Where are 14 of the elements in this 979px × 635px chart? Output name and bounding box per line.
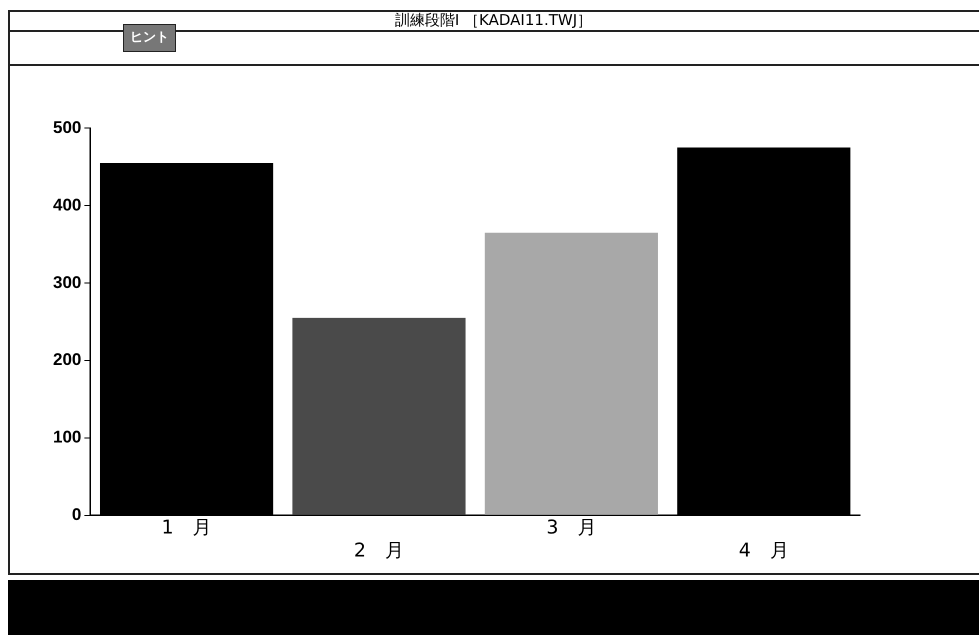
y-tick-label: 100 [52, 428, 82, 447]
y-tick-label: 200 [52, 350, 82, 370]
y-tick-label: 0 [72, 505, 82, 524]
y-tick-label: 300 [52, 272, 82, 292]
x-tick-label: 2 月 [354, 540, 404, 562]
x-tick-label: 1 月 [162, 516, 212, 539]
x-tick-label: 4 月 [738, 540, 789, 562]
y-tick-label: 400 [52, 195, 82, 214]
y-tick-label: 500 [52, 118, 82, 137]
x-tick-label: 3 月 [546, 516, 596, 539]
bar [484, 232, 658, 515]
chart-title: 訓練段階Ⅰ ［KADAI11.TWJ］ [394, 11, 592, 29]
text: ヒント [123, 24, 176, 52]
bar [292, 318, 466, 515]
